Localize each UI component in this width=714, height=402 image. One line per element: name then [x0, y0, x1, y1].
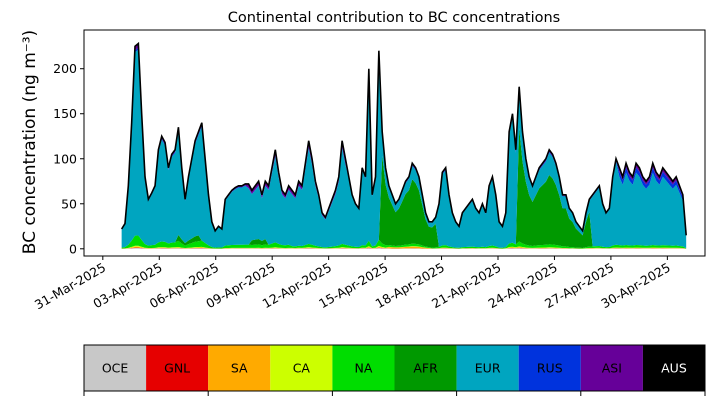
y-axis: 0 50 100 150 200 [53, 61, 84, 256]
legend-label-asi: ASI [602, 361, 622, 376]
legend-label-aus: AUS [661, 361, 687, 376]
area-eur [121, 49, 687, 249]
legend-label-rus: RUS [537, 361, 563, 376]
legend-label-afr: AFR [413, 361, 438, 376]
legend-swatch-asi [580, 345, 643, 391]
y-tick-label: 100 [53, 151, 77, 166]
chart-title: Continental contribution to BC concentra… [228, 10, 560, 26]
y-tick-label: 50 [61, 196, 77, 211]
legend-swatch-sa [208, 345, 271, 391]
legend-label-ca: CA [293, 361, 311, 376]
legend-label-eur: EUR [475, 361, 501, 376]
legend-swatch-ca [270, 345, 333, 391]
plot-area [120, 41, 687, 249]
y-tick-label: 0 [69, 241, 77, 256]
area-na [121, 235, 687, 249]
area-afr [121, 128, 687, 249]
legend-swatch-oce [84, 345, 147, 391]
total-line [120, 41, 687, 236]
plot-frame [83, 29, 706, 257]
y-tick-label: 200 [53, 61, 77, 76]
area-oce [121, 247, 687, 249]
legend-swatch-gnl [146, 345, 209, 391]
area-sa [121, 246, 687, 249]
x-axis: 31-Mar-202503-Apr-202506-Apr-202509-Apr-… [32, 256, 673, 312]
legend-label-na: NA [354, 361, 372, 376]
legend-swatch-afr [394, 345, 457, 391]
legend-swatch-na [332, 345, 395, 391]
area-gnl [121, 247, 687, 249]
y-tick-label: 150 [53, 106, 77, 121]
legend-frame [83, 344, 706, 392]
y-axis-label: BC concentration (ng m⁻³) [20, 30, 40, 254]
legend-colorbar: OCE GNL SA CA NA AFR EUR RUS ASI AUS [83, 344, 706, 396]
legend-label-gnl: GNL [164, 361, 190, 376]
legend-label-sa: SA [231, 361, 248, 376]
legend-swatch-eur [456, 345, 519, 391]
legend-label-oce: OCE [102, 361, 129, 376]
legend-swatch-rus [518, 345, 581, 391]
legend-swatch-aus [642, 345, 705, 391]
